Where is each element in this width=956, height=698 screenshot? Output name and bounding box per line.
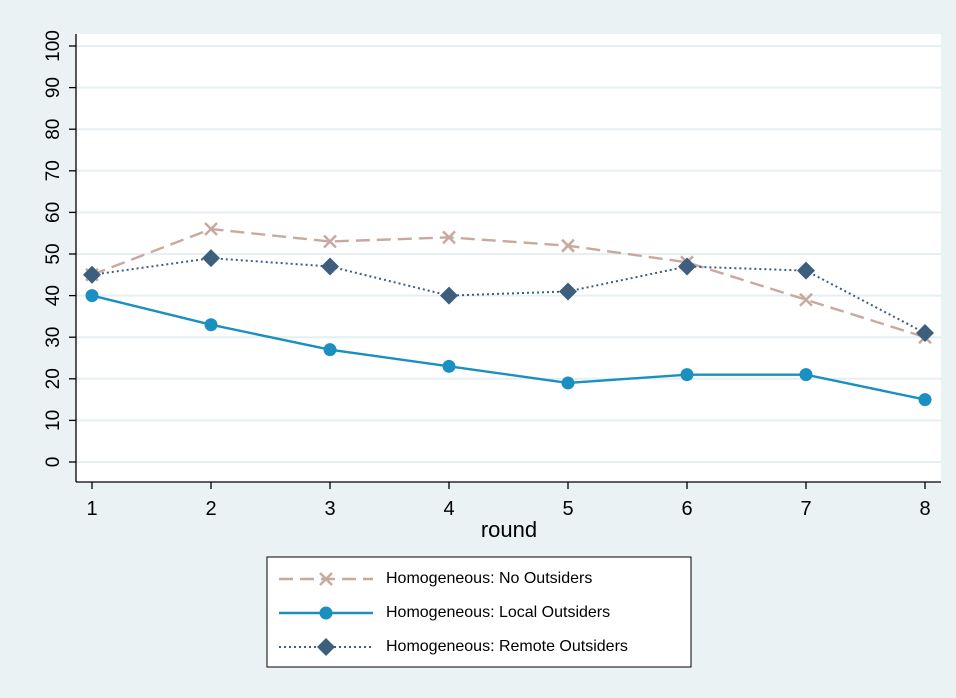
data-point-series-1 xyxy=(799,292,813,307)
data-point-series-2 xyxy=(442,359,456,373)
y-tick-label: 80 xyxy=(43,119,64,140)
legend-marker-3 xyxy=(317,638,335,656)
data-point-series-1 xyxy=(561,238,575,253)
x-tick-label: 2 xyxy=(205,498,216,520)
marker-stroke xyxy=(319,572,333,586)
data-point-series-2 xyxy=(85,289,99,303)
data-point-series-3 xyxy=(559,282,577,301)
x-tick-label: 1 xyxy=(86,498,97,520)
data-point-series-2 xyxy=(799,368,813,382)
data-point-series-3 xyxy=(83,265,101,284)
legend-marker-1 xyxy=(319,572,333,586)
data-point-series-1 xyxy=(323,234,337,249)
y-tick-label: 0 xyxy=(43,457,64,468)
series-line-2 xyxy=(91,294,926,401)
data-point-series-3 xyxy=(678,257,696,276)
grid-lines xyxy=(76,45,941,463)
legend-marker-2 xyxy=(319,606,333,620)
legend-label-3: Homogeneous: Remote Outsiders xyxy=(386,638,628,655)
y-tick-label: 40 xyxy=(43,285,64,306)
x-tick-label: 6 xyxy=(681,498,692,520)
x-tick-label: 7 xyxy=(800,498,811,520)
x-tick-label: 8 xyxy=(919,498,930,520)
x-tick-label: 3 xyxy=(324,498,335,520)
y-tick-label: 10 xyxy=(43,410,64,431)
data-point-series-1 xyxy=(442,230,456,245)
y-tick-label: 60 xyxy=(43,202,64,223)
data-point-series-3 xyxy=(202,249,220,268)
series-markers xyxy=(83,222,934,407)
data-point-series-3 xyxy=(440,286,458,305)
series-lines xyxy=(91,227,926,401)
axes: 0 10 20 30 40 50 60 70 80 90 100 1 2 3 4 5 6 7 8 xyxy=(43,30,941,520)
y-tick-label: 90 xyxy=(43,77,64,98)
legend-label-2: Homogeneous: Local Outsiders xyxy=(386,604,610,621)
marker-stroke xyxy=(561,238,575,253)
legend: Homogeneous: No Outsiders Homogeneous: Lo… xyxy=(266,556,692,668)
x-tick-label: 4 xyxy=(443,498,454,520)
data-point-series-2 xyxy=(204,318,218,332)
x-tick-label: 5 xyxy=(562,498,573,520)
data-point-series-3 xyxy=(797,261,815,280)
marker-stroke xyxy=(799,292,813,307)
marker-stroke xyxy=(323,234,337,249)
series-line-1 xyxy=(91,227,926,339)
y-tick-label: 70 xyxy=(43,160,64,181)
data-point-series-2 xyxy=(918,393,932,407)
marker-stroke xyxy=(442,230,456,245)
y-tick-label: 50 xyxy=(43,243,64,264)
y-tick-label: 100 xyxy=(43,30,64,62)
data-point-series-3 xyxy=(916,324,934,343)
plot-area xyxy=(76,34,941,482)
legend-label-1: Homogeneous: No Outsiders xyxy=(386,570,592,587)
series-line-3 xyxy=(91,257,926,334)
y-tick-label: 30 xyxy=(43,327,64,348)
marker-stroke xyxy=(204,222,218,236)
data-point-series-3 xyxy=(321,257,339,276)
data-point-series-2 xyxy=(561,376,575,390)
data-point-series-1 xyxy=(204,222,218,236)
data-point-series-2 xyxy=(680,368,694,382)
y-tick-label: 20 xyxy=(43,368,64,389)
data-point-series-2 xyxy=(323,343,337,357)
x-axis-title: round xyxy=(481,517,537,542)
